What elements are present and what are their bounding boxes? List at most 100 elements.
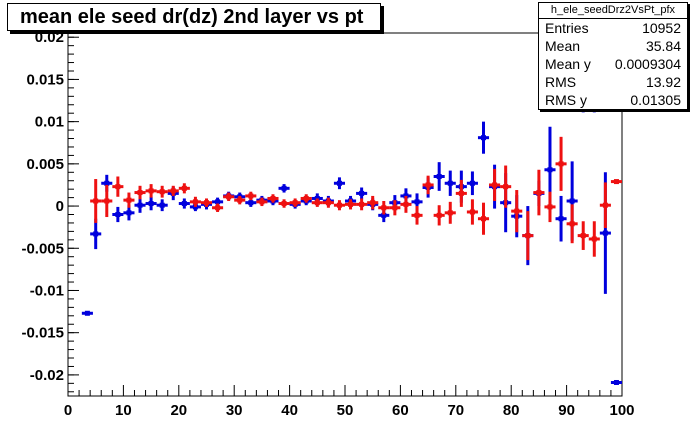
stats-row-mean-y: Mean y 0.0009304 <box>539 55 687 73</box>
data-point <box>433 205 445 226</box>
marker <box>126 197 132 203</box>
marker <box>104 198 110 204</box>
data-point <box>500 165 512 208</box>
data-point <box>400 195 412 213</box>
marker <box>281 185 287 191</box>
marker <box>126 210 132 216</box>
data-point <box>112 206 124 223</box>
marker <box>314 200 320 206</box>
x-tick-label: 60 <box>392 402 409 419</box>
data-point <box>200 198 213 207</box>
marker <box>414 212 420 218</box>
marker <box>458 190 464 196</box>
data-series <box>81 92 622 385</box>
data-point <box>311 198 323 207</box>
data-point <box>345 199 357 210</box>
data-point <box>156 185 168 198</box>
marker <box>215 199 221 205</box>
marker <box>281 201 287 207</box>
marker <box>159 189 165 195</box>
marker <box>569 198 575 204</box>
marker <box>104 180 110 186</box>
marker <box>248 193 254 199</box>
data-point <box>610 179 622 185</box>
data-point <box>178 198 190 209</box>
marker <box>580 233 586 239</box>
marker <box>381 212 387 218</box>
marker <box>303 195 309 201</box>
stats-value: 0.01305 <box>630 92 681 108</box>
stats-box: h_ele_seedDrz2VsPt_pfx Entries 10952 Mea… <box>538 2 688 110</box>
marker <box>115 212 121 217</box>
marker <box>170 188 176 194</box>
data-point <box>278 184 290 193</box>
data-point <box>223 192 235 201</box>
x-tick-label: 50 <box>337 402 354 419</box>
marker <box>325 200 331 206</box>
data-point <box>145 184 157 198</box>
data-point <box>322 197 334 208</box>
y-tick-label: -0.015 <box>21 325 64 342</box>
y-tick-label: -0.005 <box>21 240 64 257</box>
data-point <box>455 179 467 207</box>
y-axis: -0.02 -0.015 -0.01 -0.005 0 0.005 0.01 0.015 0.0… <box>21 29 79 393</box>
marker <box>336 180 342 186</box>
marker <box>447 210 453 216</box>
data-point <box>145 196 157 211</box>
data-point <box>134 185 146 200</box>
x-tick-label: 40 <box>281 402 298 419</box>
x-axis: 0 10 20 30 40 50 60 70 80 90 100 <box>64 385 635 419</box>
data-point <box>610 379 622 385</box>
data-point <box>212 203 224 212</box>
marker <box>137 190 143 196</box>
y-tick-label: 0.015 <box>26 71 64 88</box>
y-tick-label: 0 <box>56 198 64 215</box>
marker <box>181 185 187 191</box>
data-point <box>367 195 379 210</box>
stats-label: Entries <box>545 20 589 36</box>
data-point <box>245 191 257 201</box>
marker <box>248 200 254 206</box>
data-point <box>278 199 290 208</box>
data-point <box>566 204 578 244</box>
x-tick-label: 80 <box>503 402 520 419</box>
marker <box>270 195 276 201</box>
marker <box>414 199 420 205</box>
marker <box>602 202 608 208</box>
data-point <box>577 221 589 250</box>
marker <box>547 204 553 210</box>
data-point <box>189 196 201 207</box>
y-tick-label: -0.02 <box>30 367 64 384</box>
data-point <box>489 168 501 201</box>
marker <box>436 174 442 180</box>
data-point <box>90 179 102 223</box>
stats-label: Mean y <box>545 56 591 72</box>
marker <box>525 233 531 239</box>
data-point <box>90 218 102 250</box>
data-point <box>533 169 545 216</box>
marker <box>613 379 619 385</box>
marker <box>181 201 187 207</box>
marker <box>137 202 143 208</box>
data-point <box>444 201 456 224</box>
data-point <box>477 121 490 154</box>
data-point <box>156 199 168 212</box>
marker <box>447 180 453 186</box>
series-1 <box>90 136 622 261</box>
data-point <box>256 197 268 207</box>
marker <box>481 135 486 141</box>
marker <box>159 202 165 208</box>
marker <box>392 205 398 211</box>
marker <box>469 180 475 186</box>
data-point <box>81 310 93 316</box>
marker <box>613 179 619 185</box>
x-tick-label: 90 <box>558 402 575 419</box>
stats-row-entries: Entries 10952 <box>539 19 687 37</box>
data-point <box>511 190 523 233</box>
marker <box>425 182 431 188</box>
stats-label: RMS y <box>545 92 587 108</box>
marker <box>237 197 243 203</box>
stats-value: 0.0009304 <box>614 56 681 72</box>
data-point <box>267 194 279 203</box>
